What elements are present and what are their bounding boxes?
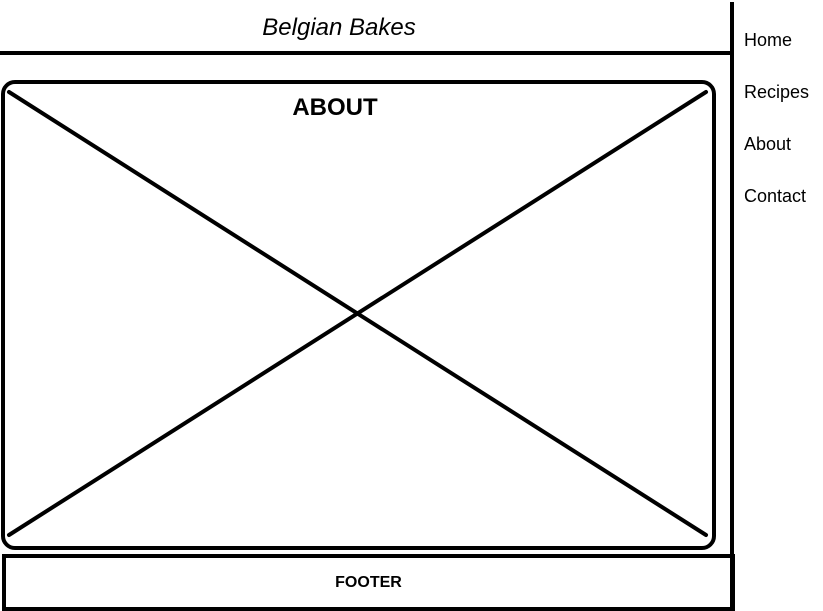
nav-item-home[interactable]: Home [744,30,793,50]
site-title: Belgian Bakes [262,14,416,41]
footer-label: FOOTER [335,573,402,591]
nav-item-recipes[interactable]: Recipes [744,82,810,102]
main-nav: Home Recipes About Contact [744,28,820,236]
header-divider [0,51,733,55]
footer: FOOTER [2,554,735,611]
nav-item-contact[interactable]: Contact [744,186,807,206]
section-heading: ABOUT [292,94,378,121]
image-placeholder-box [1,80,716,550]
nav-divider [730,2,734,611]
nav-item-about[interactable]: About [744,134,792,154]
